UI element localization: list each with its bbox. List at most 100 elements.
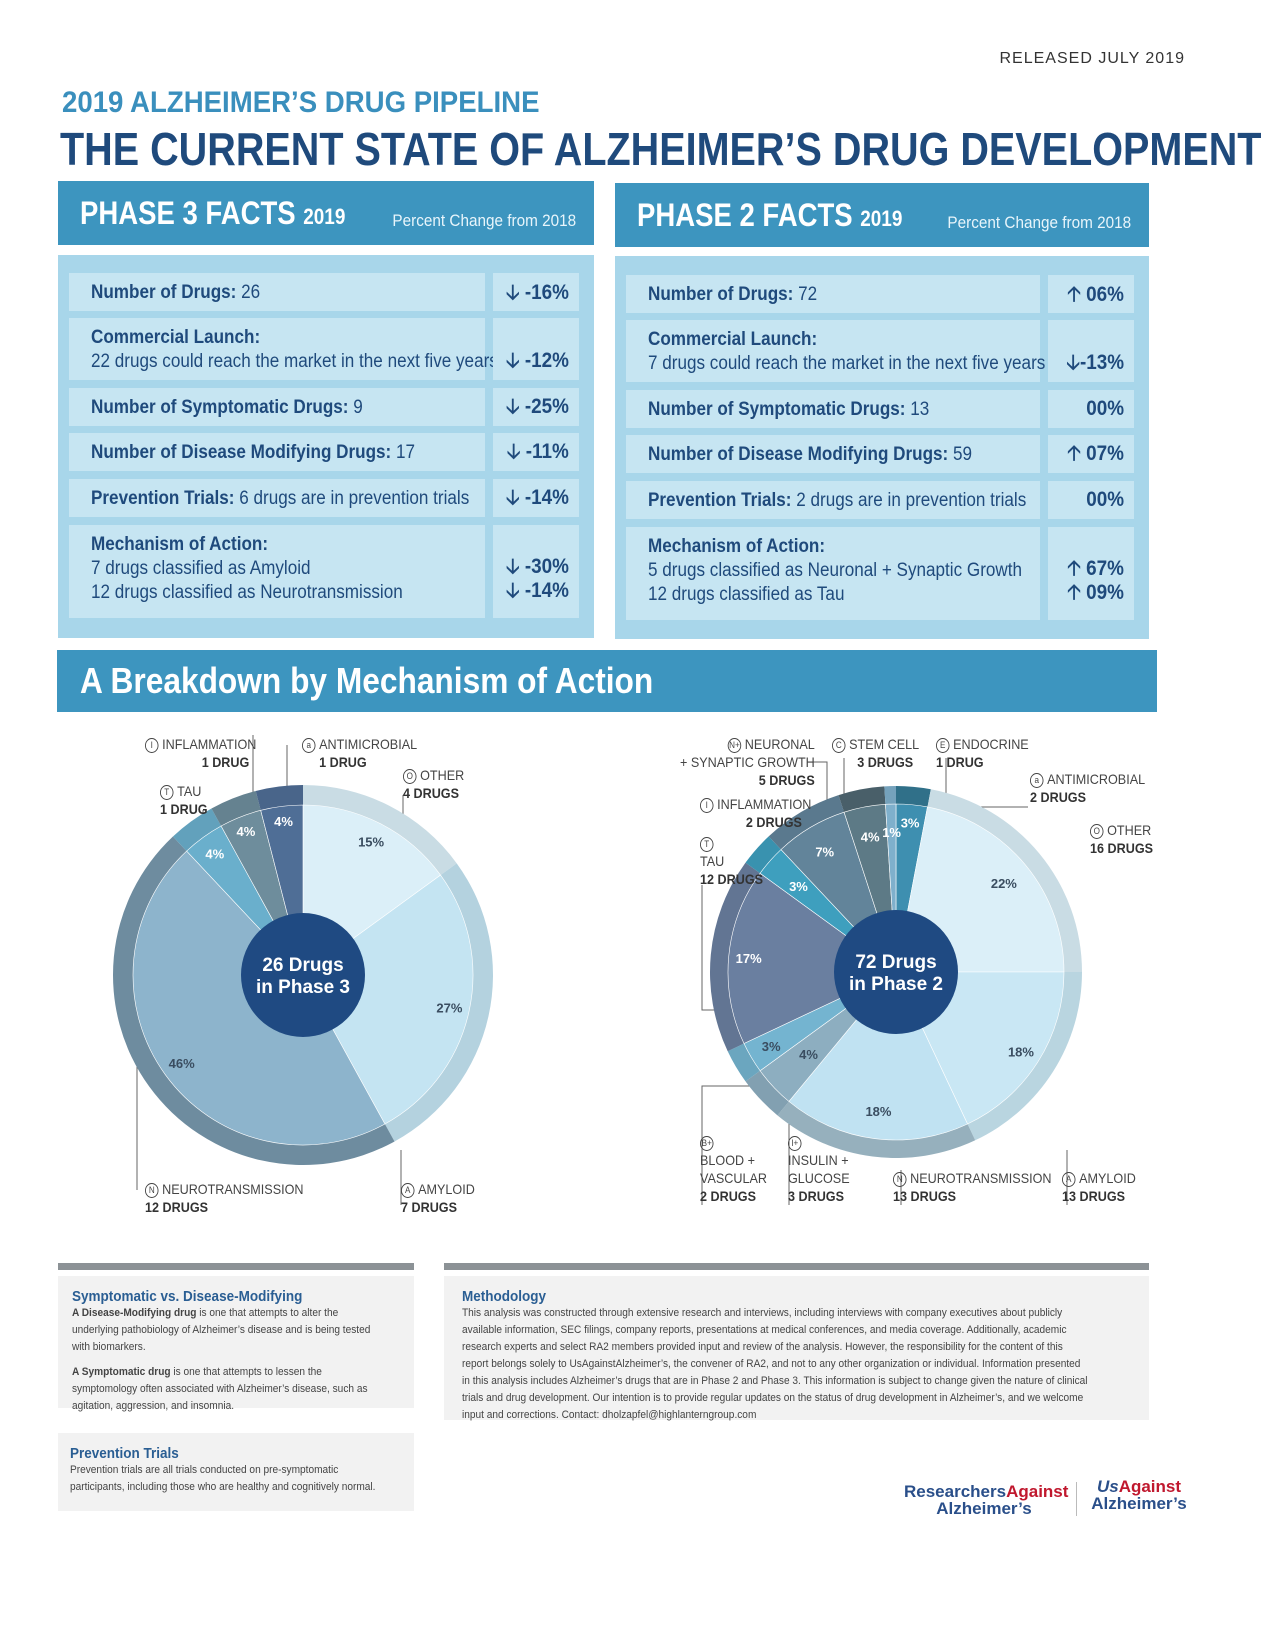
endocrine-icon: E	[936, 738, 950, 753]
phase2-change-drugs: 🡡 06%	[1048, 275, 1134, 313]
divider-right	[444, 1263, 1149, 1270]
divider-left	[58, 1263, 414, 1270]
p2-label-neuronal: N+ NEURONAL + SYNAPTIC GROWTH 5 DRUGS	[680, 736, 815, 788]
slice-label: 3%	[789, 879, 808, 894]
breakdown-header	[57, 650, 1157, 712]
phase2-change-symptomatic: 00%	[1048, 390, 1134, 428]
phase3-heading: PHASE 3 FACTS 2019	[80, 195, 346, 231]
phase2-row-prevention: Prevention Trials: 2 drugs are in preven…	[626, 481, 1040, 519]
amyloid-icon: A	[1062, 1172, 1076, 1187]
blood-vascular-icon: B+	[700, 1136, 714, 1151]
phase3-row-prevention: Prevention Trials: 6 drugs are in preven…	[69, 479, 485, 517]
slice-label: 4%	[205, 847, 224, 862]
page-supertitle: 2019 ALZHEIMER’S DRUG PIPELINE	[62, 86, 540, 119]
slice-ring	[303, 785, 457, 876]
breakdown-title: A Breakdown by Mechanism of Action	[80, 660, 654, 701]
p2-label-blood: B+ BLOOD + VASCULAR 2 DRUGS	[700, 1136, 767, 1204]
p2-label-other: O OTHER 16 DRUGS	[1090, 822, 1154, 856]
phase3-change-launch: 🡣 -12%	[493, 318, 579, 380]
slice-label: 3%	[762, 1039, 781, 1054]
p2-label-insulin: I+ INSULIN + GLUCOSE 3 DRUGS	[788, 1136, 850, 1204]
slice-ring	[211, 790, 261, 827]
slice-ring	[745, 836, 781, 874]
page-title: THE CURRENT STATE OF ALZHEIMER’S DRUG DE…	[60, 123, 1262, 175]
phase3-change-header: Percent Change from 2018	[392, 211, 576, 230]
symptomatic-box: Symptomatic vs. Disease-Modifying A Dise…	[58, 1276, 414, 1412]
phase2-heading: PHASE 2 FACTS 2019	[637, 197, 903, 233]
donut-center-label: 26 Drugs	[262, 955, 343, 976]
donut-center	[834, 910, 958, 1034]
p2-label-antimicrobial: a ANTIMICROBIAL 2 DRUGS	[1030, 771, 1146, 805]
slice-ring	[896, 786, 931, 807]
slice-ring	[384, 863, 494, 1142]
donut-center	[241, 913, 365, 1037]
slice-label: 46%	[169, 1056, 195, 1071]
donut-center-label: in Phase 2	[849, 974, 943, 995]
methodology-text: This analysis was constructed through ex…	[462, 1307, 1088, 1421]
insulin-glucose-icon: I+	[788, 1136, 802, 1151]
p2-label-neurotransmission: N NEUROTRANSMISSION 13 DRUGS	[893, 1170, 1052, 1204]
symptomatic-title: Symptomatic vs. Disease-Modifying	[72, 1288, 303, 1305]
slice-ring	[727, 1043, 761, 1082]
phase2-change-header: Percent Change from 2018	[947, 213, 1131, 232]
prevention-box: Prevention Trials Prevention trials are …	[58, 1433, 414, 1511]
phase2-change-moa: 🡡 67% 🡡 09%	[1048, 527, 1134, 620]
phase2-change-launch: 🡣-13%	[1048, 320, 1134, 382]
slice-ring	[768, 795, 845, 850]
p3-label-tau: T TAU 1 DRUG	[160, 783, 208, 817]
phase2-change-disease: 🡡 07%	[1048, 435, 1134, 473]
phase3-change-disease: 🡣 -11%	[493, 433, 579, 471]
donut-center-label: 72 Drugs	[855, 952, 936, 973]
p2-label-stem-cell: C STEM CELL 3 DRUGS	[832, 735, 919, 771]
slice-label: 4%	[237, 824, 256, 839]
slice-label: 3%	[901, 816, 920, 831]
usagainst-alzheimers-logo: UsAgainst Alzheimer’s	[1091, 1477, 1187, 1513]
phase3-change-prevention: 🡣 -14%	[493, 479, 579, 517]
neurotransmission-icon: N	[893, 1172, 907, 1187]
phase3-header: PHASE 3 FACTS 2019 Percent Change from 2…	[58, 181, 594, 245]
slice-ring	[884, 786, 896, 805]
prevention-title: Prevention Trials	[70, 1445, 179, 1462]
slice-ring	[255, 785, 303, 811]
release-date: RELEASED JULY 2019	[999, 50, 1185, 67]
stem-cell-icon: C	[832, 738, 846, 753]
slice-ring	[927, 789, 1082, 972]
antimicrobial-icon: a	[302, 738, 316, 753]
inflammation-icon: I	[145, 738, 159, 753]
amyloid-icon: A	[401, 1183, 415, 1198]
other-icon: O	[1090, 824, 1104, 839]
slice-ring	[745, 1070, 789, 1116]
slice-ring	[967, 972, 1082, 1141]
tau-icon: T	[160, 785, 174, 800]
p2-label-endocrine: E ENDOCRINE 1 DRUG	[936, 736, 1029, 770]
neuronal-icon: N+	[727, 738, 742, 753]
p2-label-amyloid: A AMYLOID 13 DRUGS	[1062, 1170, 1136, 1204]
phase3-change-drugs: 🡣 -16%	[493, 273, 579, 311]
antimicrobial-icon: a	[1030, 773, 1044, 788]
phase3-row-launch: Commercial Launch: 22 drugs could reach t…	[69, 318, 498, 380]
slice-label: 7%	[815, 844, 834, 859]
phase2-change-prevention: 00%	[1048, 481, 1134, 519]
slice-label: 18%	[865, 1104, 891, 1119]
slice-ring	[777, 1101, 976, 1158]
phase3-change-symptomatic: 🡣 -25%	[493, 388, 579, 426]
p3-label-other: O OTHER 4 DRUGS	[403, 767, 465, 801]
phase3-row-drugs: Number of Drugs: 26	[69, 273, 485, 311]
slice-label: 1%	[882, 825, 901, 840]
phase2-row-moa: Mechanism of Action: 5 drugs classified a…	[626, 527, 1040, 620]
phase2-header: PHASE 2 FACTS 2019 Percent Change from 2…	[615, 183, 1149, 247]
p3-label-amyloid: A AMYLOID 7 DRUGS	[401, 1181, 475, 1215]
donut-center-label: in Phase 3	[256, 977, 350, 998]
slice-label: 17%	[736, 951, 762, 966]
slice-label: 4%	[274, 814, 293, 829]
logo-divider	[1076, 1482, 1077, 1516]
slice-label: 4%	[799, 1047, 818, 1062]
slice-label: 15%	[358, 834, 384, 849]
p3-label-neurotransmission: N NEUROTRANSMISSION 12 DRUGS	[145, 1181, 304, 1215]
phase3-row-disease: Number of Disease Modifying Drugs: 17	[69, 433, 485, 471]
p3-label-antimicrobial: a ANTIMICROBIAL 1 DRUG	[302, 735, 417, 771]
phase2-row-disease: Number of Disease Modifying Drugs: 59	[626, 435, 1040, 473]
phase2-row-drugs: Number of Drugs: 72	[626, 275, 1040, 313]
symptomatic-p1: A Disease-Modifying drug is one that att…	[72, 1307, 371, 1353]
